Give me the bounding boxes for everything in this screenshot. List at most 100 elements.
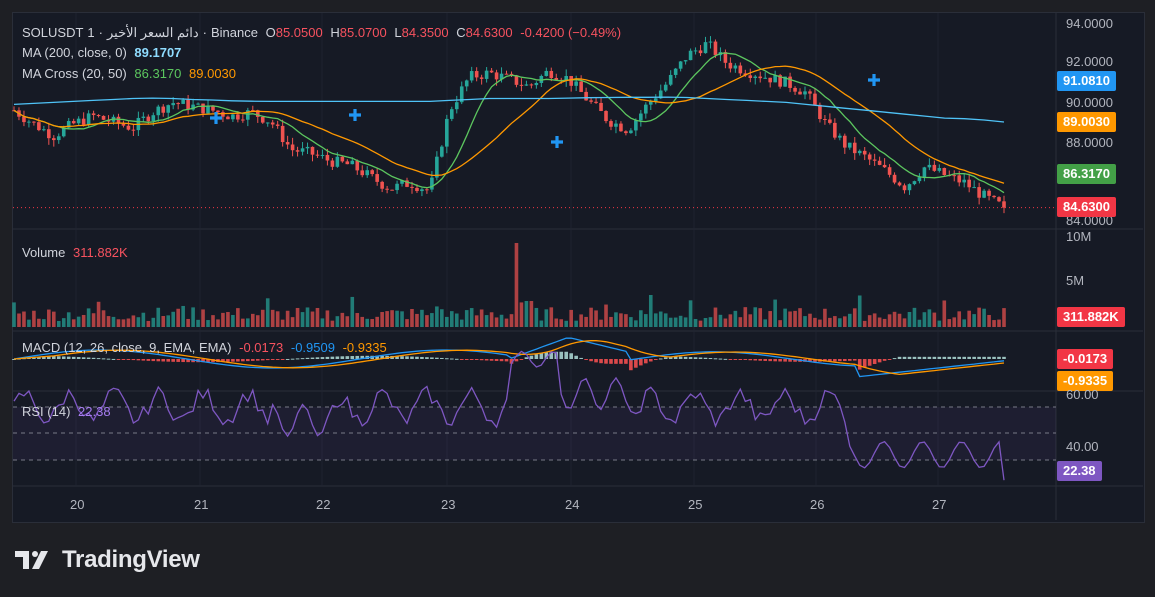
ma50-price-tag[interactable]: 89.0030 <box>1057 112 1116 132</box>
macd-histogram-bar <box>922 356 927 359</box>
candle-body <box>42 129 46 131</box>
volume-bar <box>609 316 613 327</box>
chart-frame[interactable] <box>12 12 1145 523</box>
candle-body <box>852 142 857 154</box>
macd-signal-tag[interactable]: -0.9335 <box>1057 371 1114 391</box>
macd-histogram-bar <box>37 357 41 359</box>
volume-bar <box>131 315 136 327</box>
candle-body <box>673 68 678 75</box>
volume-bar <box>325 310 330 327</box>
volume-bar <box>653 313 658 327</box>
rsi-tag[interactable]: 22.38 <box>1057 461 1102 481</box>
volume-bar <box>673 317 678 327</box>
volume-bar <box>201 309 205 327</box>
candle-body <box>370 170 374 175</box>
candle-body <box>181 99 185 104</box>
macd-histogram-bar <box>295 358 300 360</box>
candle-body <box>733 65 738 69</box>
volume-bar <box>66 312 71 327</box>
volume-bar <box>415 313 419 327</box>
macd-histogram-bar <box>549 351 554 359</box>
macd-histogram-bar <box>843 359 847 361</box>
macd-histogram-bar <box>395 356 399 359</box>
volume-bar <box>454 313 459 327</box>
volume-bar <box>156 307 161 327</box>
volume-bar <box>658 311 663 327</box>
candle-body <box>96 115 101 117</box>
candle-body <box>161 106 166 113</box>
volume-bar <box>519 302 524 327</box>
candle-body <box>748 75 753 78</box>
rsi-legend[interactable]: RSI (14) 22.38 <box>22 404 115 419</box>
candle-body <box>554 77 559 80</box>
volume-bar <box>211 315 215 327</box>
macd-histogram-bar <box>937 356 942 359</box>
volume-bar <box>509 314 514 327</box>
volume-legend[interactable]: Volume 311.882K <box>22 245 132 260</box>
macd-histogram-bar <box>454 358 459 360</box>
cross-marker <box>349 109 361 121</box>
volume-bar <box>584 316 588 327</box>
candle-body <box>838 135 842 138</box>
macd-legend[interactable]: MACD (12, 26, close, 9, EMA, EMA) -0.017… <box>22 340 391 355</box>
macd-histogram-bar <box>290 358 295 360</box>
volume-bar <box>141 312 146 327</box>
macd-histogram-bar <box>589 359 593 362</box>
volume-tick: 5M <box>1066 273 1085 288</box>
macd-histogram-bar <box>733 359 738 360</box>
ma200-price-tag[interactable]: 91.0810 <box>1057 71 1116 91</box>
macd-histogram-bar <box>713 358 718 360</box>
volume-bar <box>693 319 698 327</box>
candle-body <box>693 50 698 52</box>
low-value: 84.3500 <box>401 25 449 40</box>
candle-body <box>410 186 414 188</box>
candle-body <box>474 71 479 78</box>
macd-histogram-bar <box>852 359 857 361</box>
candle-body <box>131 129 136 131</box>
volume-bar <box>360 316 365 327</box>
volume-bar <box>285 310 290 327</box>
volume-bar <box>365 318 370 327</box>
candle-body <box>231 114 235 120</box>
volume-bar <box>544 309 549 327</box>
candle-body <box>415 187 419 192</box>
macd-histogram-bar <box>86 357 91 359</box>
volume-bar <box>265 298 270 327</box>
volume-bar <box>713 307 718 327</box>
volume-bar <box>116 319 121 327</box>
macd-histogram-bar <box>569 353 573 359</box>
volume-bar <box>12 302 16 327</box>
macd-histogram-bar <box>743 359 748 360</box>
candle-body <box>897 182 902 186</box>
candle-body <box>922 167 927 178</box>
last-price-tag[interactable]: 84.6300 <box>1057 197 1116 217</box>
candle-body <box>151 115 156 122</box>
rsi-label: RSI (14) <box>22 404 71 419</box>
candle-body <box>997 197 1001 202</box>
candle-body <box>176 103 180 105</box>
volume-tag[interactable]: 311.882K <box>1057 307 1125 327</box>
volume-bar <box>181 305 185 327</box>
macd-histogram-bar <box>81 357 86 359</box>
candle-body <box>619 123 623 132</box>
ma20-price-tag[interactable]: 86.3170 <box>1057 164 1116 184</box>
macd-histogram-bar <box>176 359 180 362</box>
macd-histogram-bar <box>499 359 504 362</box>
candle-body <box>295 150 300 152</box>
candle-body <box>629 130 633 134</box>
macd-histogram-bar <box>504 359 509 362</box>
price-tick: 90.0000 <box>1066 95 1113 110</box>
ma50-line <box>13 65 1005 184</box>
macd-tag[interactable]: -0.0173 <box>1057 349 1114 369</box>
volume-bar <box>410 309 414 327</box>
volume-bar <box>305 307 310 327</box>
symbol-legend[interactable]: SOLUSDT 1 · دائم السعر الأخير · Binance O85.0… <box>22 25 622 40</box>
low-label: L <box>394 25 402 40</box>
tradingview-logo[interactable]: TradingView <box>15 545 200 575</box>
ma200-legend[interactable]: MA (200, close, 0) 89.1707 <box>22 45 185 60</box>
ma-cross-legend[interactable]: MA Cross (20, 50) 86.3170 89.0030 <box>22 66 240 81</box>
macd-histogram-bar <box>813 359 817 362</box>
candle-body <box>818 104 822 120</box>
volume-bar <box>982 308 986 327</box>
